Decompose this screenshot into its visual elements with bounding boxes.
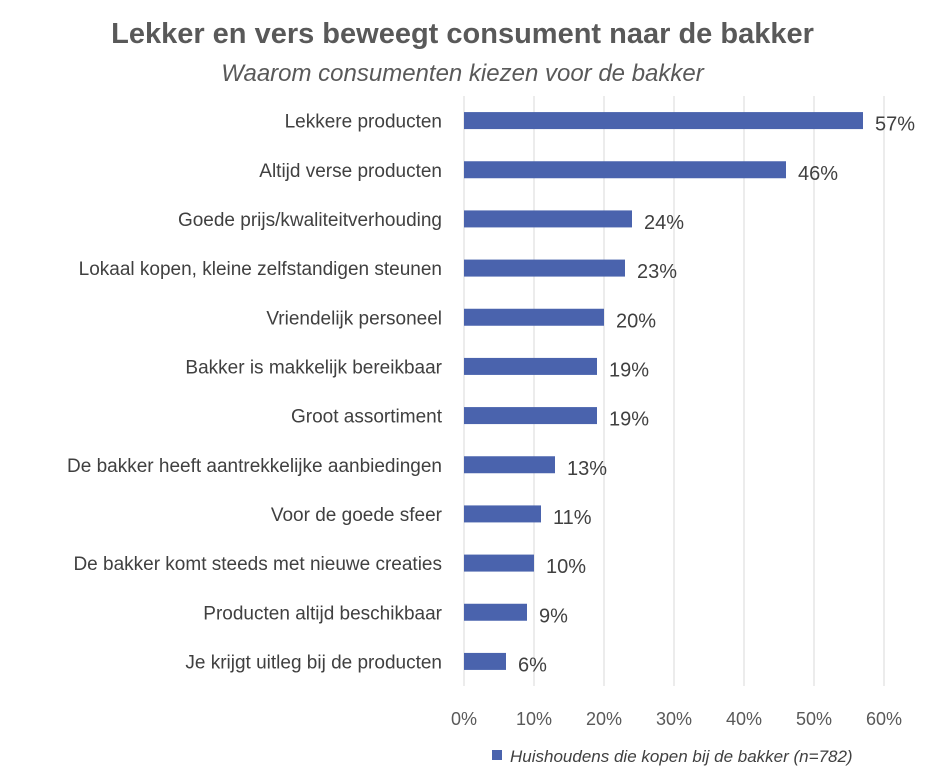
- data-label: 9%: [539, 605, 568, 627]
- data-label: 46%: [798, 163, 838, 185]
- category-label: Voor de goede sfeer: [271, 505, 443, 526]
- gridlines: [463, 96, 885, 686]
- x-tick-label: 50%: [796, 709, 832, 729]
- category-label: Lokaal kopen, kleine zelfstandigen steun…: [79, 259, 442, 280]
- chart-subtitle: Waarom consumenten kiezen voor de bakker: [221, 60, 704, 87]
- category-labels: Lekkere producten Altijd verse producten G…: [67, 112, 443, 674]
- legend-label: Huishoudens die kopen bij de bakker (n=7…: [510, 747, 853, 766]
- category-label: Lekkere producten: [285, 112, 442, 133]
- x-tick-label: 0%: [451, 709, 477, 729]
- category-label: Altijd verse producten: [259, 161, 442, 182]
- category-label: Groot assortiment: [291, 407, 443, 428]
- bar: [464, 161, 786, 179]
- x-axis-ticks: 0% 10% 20% 30% 40% 50% 60%: [451, 709, 902, 729]
- data-label: 19%: [609, 409, 649, 431]
- data-label: 11%: [553, 507, 592, 529]
- x-tick-label: 60%: [866, 709, 902, 729]
- bar: [464, 456, 555, 474]
- bar: [464, 112, 863, 130]
- data-label: 6%: [518, 654, 547, 676]
- bar: [464, 308, 604, 326]
- category-label: Bakker is makkelijk bereikbaar: [185, 357, 442, 378]
- category-label: Vriendelijk personeel: [266, 308, 442, 329]
- data-label: 23%: [637, 261, 677, 283]
- x-tick-label: 10%: [516, 709, 552, 729]
- category-label: Je krijgt uitleg bij de producten: [185, 652, 442, 673]
- data-label: 20%: [616, 310, 656, 332]
- value-labels: 57% 46% 24% 23% 20% 19% 19% 13% 11% 10% 9% 6%: [518, 114, 915, 677]
- bar: [464, 652, 506, 670]
- data-label: 13%: [567, 458, 607, 480]
- bar: [464, 554, 534, 572]
- bar: [464, 505, 541, 523]
- category-label: Goede prijs/kwaliteitverhouding: [178, 210, 442, 231]
- x-tick-label: 30%: [656, 709, 692, 729]
- category-label: De bakker komt steeds met nieuwe creatie…: [73, 554, 442, 575]
- category-label: De bakker heeft aantrekkelijke aanbiedin…: [67, 456, 442, 477]
- data-label: 10%: [546, 556, 586, 578]
- bar: [464, 407, 597, 425]
- legend-swatch: [492, 750, 502, 760]
- bar: [464, 603, 527, 621]
- x-tick-label: 20%: [586, 709, 622, 729]
- data-label: 24%: [644, 212, 684, 234]
- data-label: 19%: [609, 359, 649, 381]
- data-label: 57%: [875, 114, 915, 136]
- bar: [464, 259, 625, 277]
- bar: [464, 357, 597, 375]
- bar: [464, 210, 632, 228]
- chart-title: Lekker en vers beweegt consument naar de…: [111, 18, 814, 50]
- category-label: Producten altijd beschikbaar: [203, 603, 442, 624]
- legend: Huishoudens die kopen bij de bakker (n=7…: [492, 747, 853, 766]
- x-tick-label: 40%: [726, 709, 762, 729]
- bars: [464, 112, 863, 670]
